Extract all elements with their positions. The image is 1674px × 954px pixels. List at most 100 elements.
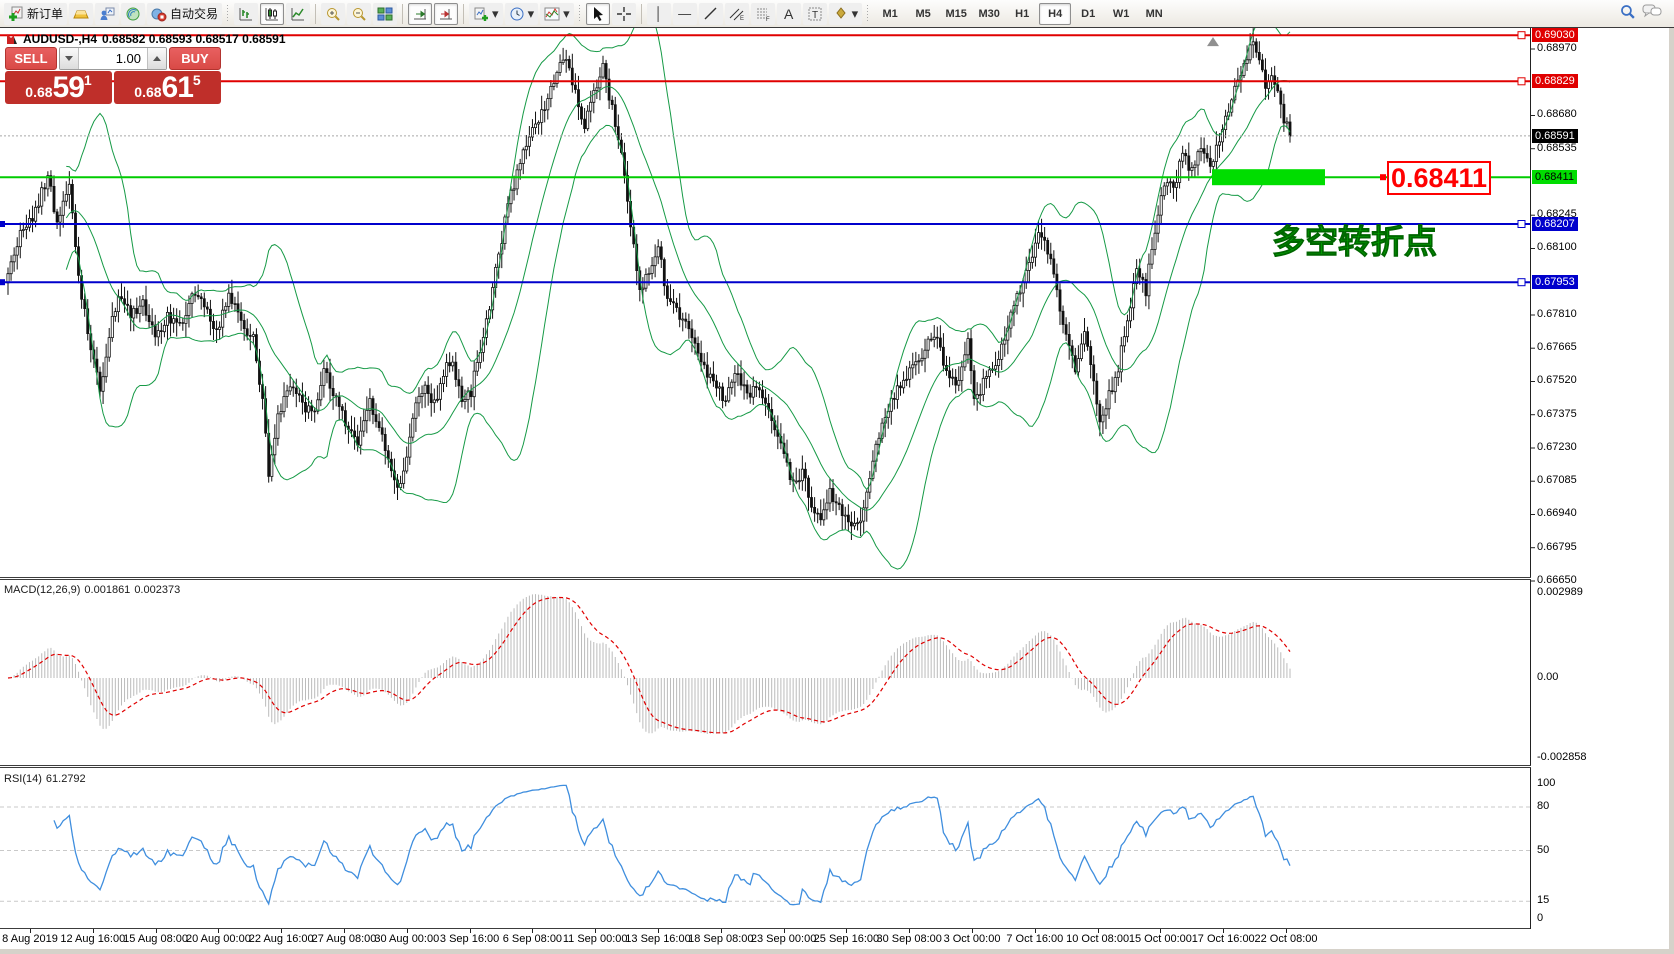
zoom-out-button[interactable]	[347, 2, 372, 25]
gold-button[interactable]	[69, 2, 94, 25]
buy-button[interactable]: BUY	[169, 47, 221, 70]
horizontal-line-button[interactable]: —	[672, 2, 697, 25]
indicators-dropdown[interactable]: ▾	[540, 2, 574, 25]
time-tick-label: 11 Sep 00:00	[562, 933, 628, 945]
time-tick-label: 22 Aug 16:00	[248, 933, 314, 945]
channel-button[interactable]: E	[724, 2, 749, 25]
symbol-period: AUDUSD-,H4	[23, 32, 98, 46]
cursor-button[interactable]	[585, 2, 610, 25]
svg-text:T: T	[812, 10, 818, 21]
text-label-button[interactable]: T	[802, 2, 827, 25]
time-tick-label: 30 Sep 08:00	[876, 933, 942, 945]
line-chart-button[interactable]	[286, 2, 311, 25]
toolbar-grip[interactable]	[226, 4, 231, 23]
timeframe-w1-button[interactable]: W1	[1112, 7, 1130, 20]
timeframe-toolbar: M1 M5 M15 M30 H1 H4 D1 W1 MN	[874, 2, 1170, 25]
price-tick-label: 0.66795	[1537, 540, 1577, 553]
candlestick-icon	[265, 7, 279, 20]
bar-chart-button[interactable]	[234, 2, 259, 25]
price-tick-label: 0.68970	[1537, 42, 1577, 54]
period-dropdown[interactable]: ▾	[504, 2, 539, 25]
timeframe-m15-button[interactable]: M15	[945, 7, 967, 20]
toolbar-grip[interactable]	[577, 4, 582, 23]
arrows-dropdown[interactable]: ▾	[828, 2, 863, 25]
timeframe-h4-button[interactable]: H4	[1039, 2, 1072, 25]
sell-price-pip: 1	[83, 72, 92, 88]
sell-price-display[interactable]: 0.68 59 1	[5, 71, 112, 104]
time-tick-label: 15 Aug 08:00	[123, 933, 189, 945]
svg-text:F: F	[766, 17, 770, 22]
buy-price-big: 61	[161, 71, 194, 104]
timeframe-m5-button[interactable]: M5	[915, 7, 931, 20]
dropdown-caret: ▾	[851, 6, 859, 21]
main-toolbar: 新订单	[0, 0, 1674, 28]
fibonacci-button[interactable]: F	[750, 2, 775, 25]
rsi-tick-label: 100	[1537, 777, 1556, 789]
signals-button[interactable]	[121, 2, 146, 25]
price-tick-label: 0.67665	[1537, 341, 1577, 354]
new-chart-dropdown[interactable]: ▾	[469, 2, 503, 25]
new-order-icon	[9, 6, 23, 21]
timeframe-m30-button[interactable]: M30	[978, 7, 1000, 20]
auto-scroll-button[interactable]	[408, 2, 433, 25]
text-button[interactable]: A	[776, 2, 801, 25]
pane-divider[interactable]	[0, 577, 1531, 580]
buy-price-display[interactable]: 0.68 61 5	[114, 71, 221, 104]
timeframe-m1-button[interactable]: M1	[882, 7, 898, 20]
time-tick-label: 27 Aug 08:00	[311, 933, 377, 945]
crosshair-button[interactable]	[611, 2, 636, 25]
time-axis[interactable]: 8 Aug 2019 12 Aug 16:00 15 Aug 08:00 20 Aug…	[0, 929, 1531, 949]
tile-windows-button[interactable]	[373, 2, 398, 25]
chart-window-icon	[7, 34, 17, 44]
triangle-up-icon	[153, 56, 161, 61]
strategy-tester-button[interactable]	[95, 2, 120, 25]
triangle-down-icon	[65, 56, 73, 61]
trendline-button[interactable]	[698, 2, 723, 25]
candlestick-button[interactable]	[260, 2, 285, 25]
arrow-marker	[1207, 37, 1219, 47]
volume-increase-button[interactable]	[147, 48, 166, 69]
bar-chart-icon	[239, 7, 253, 20]
macd-tick-label: 0.002989	[1537, 586, 1583, 598]
timeframe-mn-button[interactable]: MN	[1145, 7, 1163, 20]
line-chart-icon	[291, 7, 305, 20]
buy-price-pip: 5	[192, 72, 201, 88]
toolbar-grip[interactable]	[866, 4, 871, 23]
price-line-badge: 0.69030	[1532, 28, 1578, 43]
bear-candles	[31, 41, 1292, 527]
timeframe-h1-button[interactable]: H1	[1015, 7, 1030, 20]
price-tick-label: 0.68100	[1537, 241, 1577, 254]
time-tick-label: 23 Sep 00:00	[750, 933, 817, 945]
price-axis[interactable]: 0.68970 0.68680 0.68535 0.68245 0.68100 0.678…	[1531, 28, 1669, 954]
highlight-box	[1212, 169, 1325, 186]
vertical-line-button[interactable]: │	[646, 2, 671, 25]
zoom-in-button[interactable]	[321, 2, 346, 25]
time-tick-label: 20 Aug 00:00	[185, 933, 251, 945]
zoom-in-icon	[327, 7, 340, 21]
time-tick-label: 12 Aug 16:00	[60, 933, 126, 945]
new-order-button[interactable]: 新订单	[4, 2, 68, 25]
search-icon[interactable]	[1619, 3, 1636, 25]
volume-input[interactable]: 1.00	[115, 51, 141, 66]
autotrading-button[interactable]: 自动交易	[147, 2, 223, 25]
sell-button[interactable]: SELL	[5, 47, 57, 70]
tile-windows-icon	[377, 7, 393, 20]
indicators-icon	[544, 7, 560, 20]
time-tick-label: 30 Aug 00:00	[374, 933, 440, 945]
channel-icon: E	[729, 8, 744, 22]
chat-icon[interactable]	[1642, 3, 1662, 24]
price-chart-canvas[interactable]: 0.68411 多空转折点	[0, 28, 1674, 954]
dropdown-caret: ▾	[527, 6, 535, 21]
svg-text:E: E	[740, 16, 744, 22]
price-callout-text: 0.68411	[1391, 163, 1487, 193]
volume-stepper: 1.00	[59, 47, 167, 70]
pane-divider[interactable]	[0, 765, 1531, 768]
rsi-label: RSI(14) 61.2792	[4, 773, 90, 785]
autotrading-label: 自动交易	[170, 7, 219, 21]
time-tick-label: 22 Oct 08:00	[1254, 933, 1318, 945]
chart-shift-button[interactable]	[434, 2, 459, 25]
time-tick-label: 13 Sep 16:00	[625, 933, 691, 945]
timeframe-d1-button[interactable]: D1	[1081, 7, 1096, 20]
time-tick-label: 8 Aug 2019	[2, 933, 58, 945]
volume-decrease-button[interactable]	[60, 48, 79, 69]
